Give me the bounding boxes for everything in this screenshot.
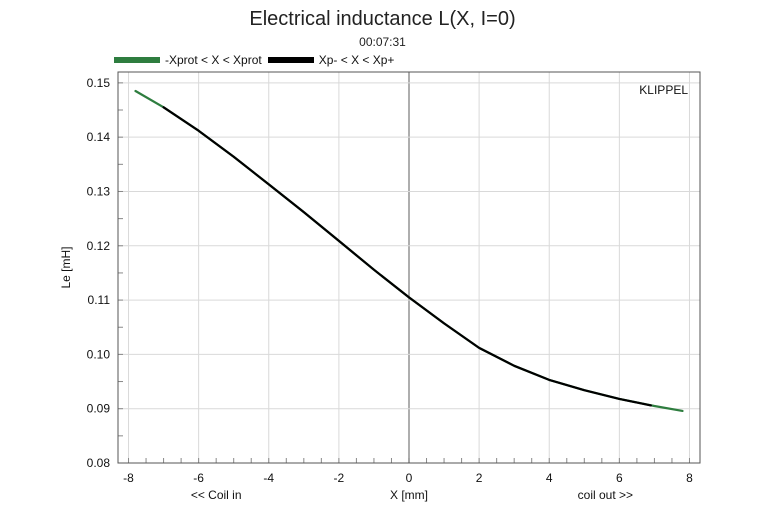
- legend-label-xprot: -Xprot < X < Xprot: [165, 53, 262, 67]
- plot-frame: [117, 71, 701, 464]
- series-line-xp: [162, 106, 653, 407]
- y-tick-label: 0.12: [87, 239, 111, 253]
- x-tick-label: -4: [263, 471, 274, 485]
- chart-subtitle: 00:07:31: [359, 35, 406, 49]
- x-tick-label: 8: [686, 471, 693, 485]
- x-tick-label: -8: [123, 471, 134, 485]
- legend-label-xp: Xp- < X < Xp+: [318, 53, 395, 67]
- tick-labels: -8 -6 -4 -2 0 2 4 6 8 0.08 0.09 0.10 0.11 0.12 0.13 0.1…: [87, 76, 693, 485]
- y-tick-label: 0.13: [87, 184, 111, 198]
- legend-item-xp: Xp- < X < Xp+: [267, 53, 395, 67]
- x-tick-label: 4: [546, 471, 553, 485]
- x-annotation-coil-out: coil out >>: [578, 488, 633, 502]
- x-tick-label: 2: [476, 471, 483, 485]
- x-tick-label: -2: [334, 471, 345, 485]
- x-tick-label: 6: [616, 471, 623, 485]
- klippel-brand-label: KLIPPEL: [639, 83, 688, 97]
- x-annotation-coil-in: << Coil in: [191, 488, 242, 502]
- x-tick-label: -6: [193, 471, 204, 485]
- y-tick-label: 0.09: [87, 402, 111, 416]
- legend-swatch-xprot: [114, 57, 160, 63]
- grid: [118, 72, 700, 464]
- y-axis-label: Le [mH]: [59, 246, 73, 288]
- y-tick-label: 0.14: [87, 130, 111, 144]
- x-tick-label: 0: [406, 471, 413, 485]
- y-tick-label: 0.08: [87, 456, 111, 470]
- y-tick-label: 0.11: [88, 293, 111, 307]
- series-layer: [134, 89, 684, 412]
- legend-swatch-xp: [267, 57, 314, 63]
- y-tick-label: 0.15: [87, 76, 111, 90]
- legend: -Xprot < X < Xprot Xp- < X < Xp+: [114, 52, 400, 68]
- legend-item-xprot: -Xprot < X < Xprot: [114, 53, 262, 67]
- chart-title: Electrical inductance L(X, I=0): [249, 8, 516, 30]
- x-axis-label: X [mm]: [390, 488, 428, 502]
- y-tick-label: 0.10: [87, 347, 111, 361]
